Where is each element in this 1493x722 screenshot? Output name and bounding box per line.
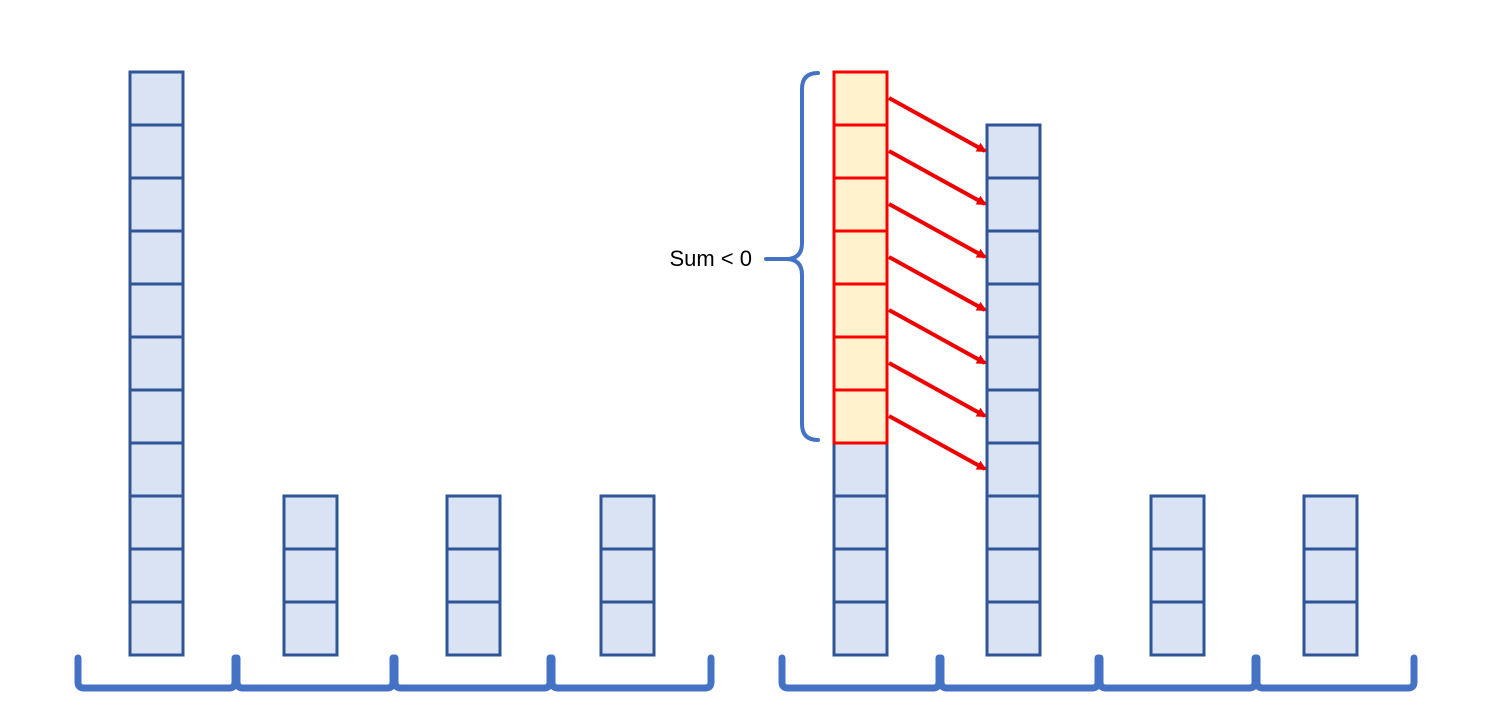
cell <box>1302 600 1359 657</box>
cell <box>1149 494 1206 551</box>
stack-4 <box>1302 494 1359 657</box>
panel-2 <box>832 70 1359 657</box>
cell <box>445 494 502 551</box>
highlighted-cell <box>832 388 889 445</box>
cell <box>128 123 185 180</box>
bin-bracket-1-4 <box>548 654 715 692</box>
cell <box>599 547 656 604</box>
transfer-arrow <box>888 96 987 153</box>
cell <box>128 494 185 551</box>
cell <box>985 388 1042 445</box>
transfer-arrow <box>888 414 987 471</box>
bin-bracket-2-2 <box>937 654 1102 692</box>
stack-1 <box>128 70 185 657</box>
cell <box>599 494 656 551</box>
cell <box>445 547 502 604</box>
cell <box>985 600 1042 657</box>
cell <box>985 123 1042 180</box>
sum-label: Sum < 0 <box>669 246 752 271</box>
bin-bracket-2-4 <box>1253 654 1418 692</box>
highlighted-cell <box>832 282 889 339</box>
cell <box>832 547 889 604</box>
stack-1 <box>832 70 889 657</box>
cell <box>985 282 1042 339</box>
cell <box>832 441 889 498</box>
cell <box>985 441 1042 498</box>
cell <box>128 176 185 233</box>
cell <box>128 388 185 445</box>
highlighted-cell <box>832 70 889 127</box>
cell <box>985 335 1042 392</box>
stack-2 <box>985 123 1042 657</box>
cell <box>128 441 185 498</box>
stack-3 <box>445 494 502 657</box>
bin-bracket-1-1 <box>74 654 239 692</box>
cell <box>985 494 1042 551</box>
cell <box>1149 547 1206 604</box>
highlighted-cell <box>832 229 889 286</box>
cell <box>985 229 1042 286</box>
stack-3 <box>1149 494 1206 657</box>
transfer-arrow <box>888 255 987 312</box>
bin-bracket-1-2 <box>233 654 397 692</box>
highlighted-cell <box>832 335 889 392</box>
transfer-arrow <box>888 308 987 365</box>
cell <box>128 335 185 392</box>
cell <box>1302 547 1359 604</box>
bin-bracket-2-1 <box>778 654 943 692</box>
transfer-arrows <box>888 96 987 471</box>
cell <box>128 282 185 339</box>
cell <box>832 600 889 657</box>
cell <box>832 494 889 551</box>
cell <box>985 547 1042 604</box>
bin-bracket-1-3 <box>391 654 554 692</box>
highlighted-cell <box>832 123 889 180</box>
panel-1 <box>128 70 656 657</box>
cell <box>445 600 502 657</box>
bin-brackets <box>74 654 1418 692</box>
cell <box>282 600 339 657</box>
cell <box>128 229 185 286</box>
highlighted-cell <box>832 176 889 233</box>
cell <box>282 547 339 604</box>
cell <box>1302 494 1359 551</box>
stacks <box>128 70 1359 657</box>
annotation-group: Sum < 0 <box>669 71 820 442</box>
cell <box>1149 600 1206 657</box>
cell <box>282 494 339 551</box>
stack-4 <box>599 494 656 657</box>
stack-2 <box>282 494 339 657</box>
transfer-arrow <box>888 361 987 418</box>
cell <box>599 600 656 657</box>
transfer-arrow <box>888 149 987 206</box>
curly-brace <box>785 71 820 442</box>
transfer-arrow <box>888 202 987 259</box>
cell <box>128 547 185 604</box>
cell <box>128 600 185 657</box>
cell <box>985 176 1042 233</box>
bin-bracket-2-3 <box>1096 654 1259 692</box>
cell <box>128 70 185 127</box>
